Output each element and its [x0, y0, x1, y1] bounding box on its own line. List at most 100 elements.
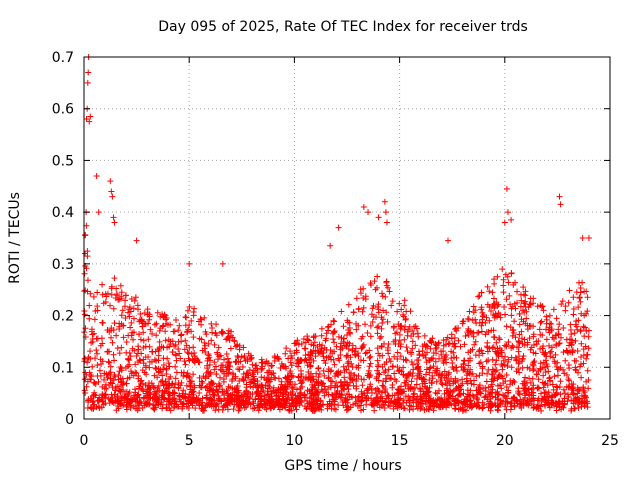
data-point	[576, 294, 583, 301]
data-point	[561, 370, 568, 377]
data-point	[510, 281, 517, 288]
data-point	[307, 362, 314, 369]
data-point	[570, 306, 577, 313]
data-point	[180, 369, 187, 376]
data-point	[328, 367, 335, 374]
data-point	[146, 311, 153, 318]
data-point	[457, 386, 464, 393]
data-point	[565, 299, 572, 306]
data-point	[523, 308, 530, 315]
data-point	[92, 355, 99, 362]
data-point	[503, 323, 510, 330]
data-point	[583, 355, 590, 362]
data-point	[108, 334, 115, 341]
data-point	[136, 331, 143, 338]
data-point	[375, 370, 382, 377]
data-point	[455, 325, 462, 332]
data-point	[383, 219, 390, 226]
data-point	[495, 310, 502, 317]
data-point	[461, 341, 468, 348]
data-point	[562, 357, 569, 364]
data-point	[376, 335, 383, 342]
data-point	[353, 375, 360, 382]
data-point	[433, 342, 440, 349]
data-point	[537, 365, 544, 372]
data-point	[435, 387, 442, 394]
data-point	[235, 365, 242, 372]
data-point	[183, 314, 190, 321]
data-point	[220, 376, 227, 383]
data-point	[318, 325, 325, 332]
data-point	[359, 382, 366, 389]
data-point	[512, 334, 519, 341]
data-point	[224, 402, 231, 409]
data-point	[479, 404, 486, 411]
data-point	[480, 311, 487, 318]
data-point	[198, 321, 205, 328]
data-point	[526, 392, 533, 399]
data-point	[491, 304, 498, 311]
data-point	[530, 366, 537, 373]
data-point	[530, 331, 537, 338]
data-point	[503, 372, 510, 379]
data-point	[482, 319, 489, 326]
data-point	[478, 322, 485, 329]
data-point	[201, 314, 208, 321]
data-point	[568, 341, 575, 348]
data-point	[119, 381, 126, 388]
data-point	[156, 387, 163, 394]
data-point	[374, 273, 381, 280]
data-point	[509, 379, 516, 386]
data-point	[566, 342, 573, 349]
data-point	[85, 69, 92, 76]
data-point	[341, 374, 348, 381]
data-point	[180, 387, 187, 394]
data-point	[293, 386, 300, 393]
data-point	[379, 293, 386, 300]
data-point	[282, 350, 289, 357]
data-point	[468, 401, 475, 408]
data-point	[413, 396, 420, 403]
data-point	[338, 308, 345, 315]
data-point	[416, 351, 423, 358]
data-point	[91, 389, 98, 396]
x-tick-label: 15	[391, 433, 409, 449]
data-point	[288, 407, 295, 414]
data-point	[367, 322, 374, 329]
data-point	[482, 384, 489, 391]
data-point	[297, 358, 304, 365]
data-point	[308, 341, 315, 348]
data-point	[206, 389, 213, 396]
data-point	[184, 349, 191, 356]
data-point	[504, 209, 511, 216]
data-point	[478, 304, 485, 311]
data-point	[267, 388, 274, 395]
data-point	[411, 323, 418, 330]
data-point	[163, 365, 170, 372]
data-point	[524, 339, 531, 346]
data-point	[186, 374, 193, 381]
data-point	[196, 374, 203, 381]
data-point	[489, 401, 496, 408]
data-point	[155, 347, 162, 354]
data-point	[247, 379, 254, 386]
data-point	[94, 289, 101, 296]
data-point	[219, 407, 226, 414]
data-point	[430, 407, 437, 414]
data-point	[540, 396, 547, 403]
data-point	[501, 219, 508, 226]
data-point	[233, 388, 240, 395]
data-point	[278, 378, 285, 385]
data-point	[221, 392, 228, 399]
data-point	[126, 306, 133, 313]
data-point	[276, 406, 283, 413]
data-point	[389, 298, 396, 305]
data-point	[229, 391, 236, 398]
data-point	[575, 369, 582, 376]
data-point	[545, 394, 552, 401]
data-point	[391, 392, 398, 399]
data-point	[216, 383, 223, 390]
data-point	[554, 366, 561, 373]
data-point	[162, 328, 169, 335]
data-point	[524, 398, 531, 405]
